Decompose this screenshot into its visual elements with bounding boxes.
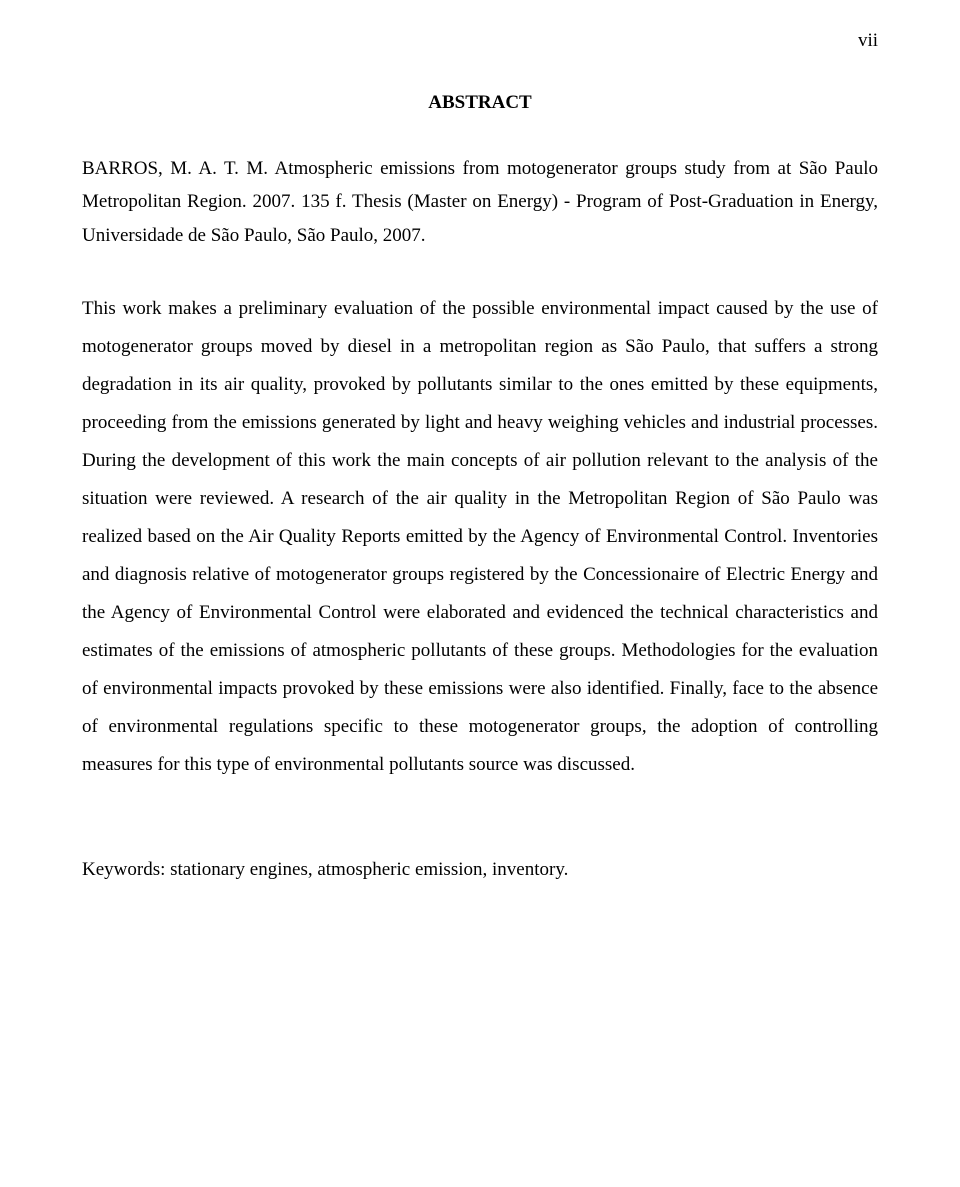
keywords-line: Keywords: stationary engines, atmospheri…: [82, 856, 878, 885]
citation-block: BARROS, M. A. T. M. Atmospheric emission…: [82, 152, 878, 252]
page-number: vii: [82, 30, 878, 52]
abstract-heading: ABSTRACT: [82, 92, 878, 114]
abstract-body: This work makes a preliminary evaluation…: [82, 290, 878, 784]
